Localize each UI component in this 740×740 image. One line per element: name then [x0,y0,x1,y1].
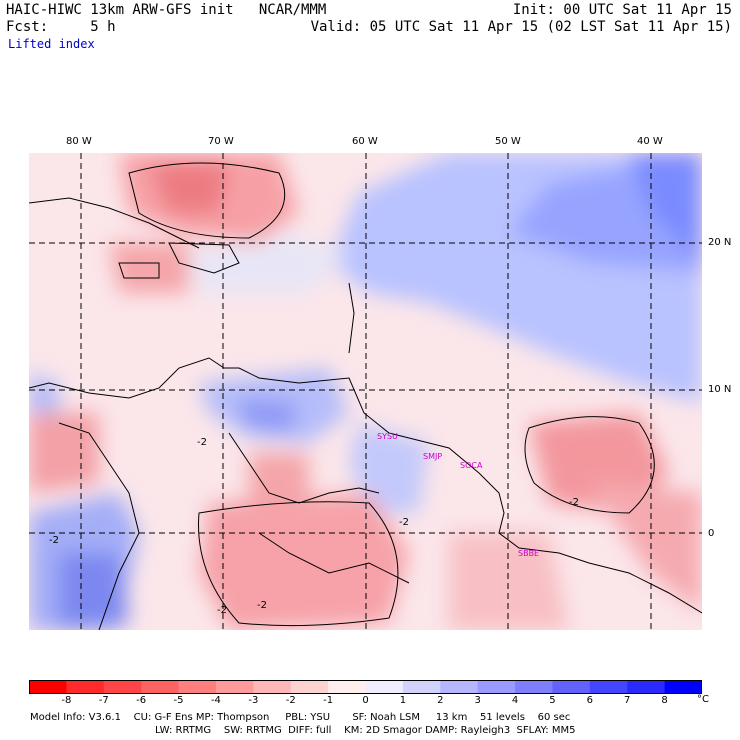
legend-swatch [103,680,142,694]
legend-swatch [402,680,441,694]
station-soca: SOCA [460,461,483,470]
legend-tick-label: -3 [248,695,259,706]
legend-tick-label: -2 [285,695,296,706]
lifted-index-map: -2 -2 -2 -2 -2 -2 [29,153,702,630]
station-smjp: SMJP [423,452,443,461]
contour-label: -2 [257,600,267,611]
legend-swatch [215,680,254,694]
legend-swatch [552,680,591,694]
contour-label: -2 [399,517,409,528]
legend-tick-label: 5 [549,695,556,706]
legend-tick-label: -4 [210,695,221,706]
contour-label-group: -2 -2 -2 -2 -2 -2 [49,437,579,616]
lon-label-70w: 70 W [208,136,234,147]
chart-title: HAIC-HIWC 13km ARW-GFS init NCAR/MMM [6,2,327,18]
lon-label-80w: 80 W [66,136,92,147]
lon-label-60w: 60 W [352,136,378,147]
legend-swatch [365,680,404,694]
model-info-line1: Model Info: V3.6.1 CU: G-F Ens MP: Thomp… [30,712,571,723]
legend-swatch [664,680,702,694]
legend-tick-label: -1 [323,695,334,706]
legend-unit: °C [697,694,709,705]
graticule [29,153,702,630]
lon-label-50w: 50 W [495,136,521,147]
legend-tick-label: -7 [98,695,109,706]
legend-swatch [290,680,329,694]
legend-tick-label: 4 [511,695,519,706]
lat-label-0: 0 [708,528,715,539]
legend-swatch [515,680,553,694]
legend-swatch [66,680,105,694]
contour-label: -2 [197,437,207,448]
valid-time: Valid: 05 UTC Sat 11 Apr 15 (02 LST Sat … [310,19,732,35]
legend-tick-label: -8 [61,695,72,706]
legend-swatch [29,680,67,694]
model-info-line2: LW: RRTMG SW: RRTMG DIFF: full KM: 2D Sm… [155,725,576,736]
legend-border [29,680,702,694]
legend-swatch [440,680,479,694]
contour-label: -2 [569,497,579,508]
legend-swatch [477,680,516,694]
station-sysu: SYSU [377,432,398,441]
legend-tick-label: 8 [661,695,668,706]
init-time: Init: 00 UTC Sat 11 Apr 15 [512,2,732,18]
forecast-hour: Fcst: 5 h [6,19,116,35]
legend-tick-label: 7 [624,695,631,706]
station-sbbe: SBBE [518,549,540,558]
legend-swatch [589,680,628,694]
legend-swatch [178,680,217,694]
legend-tick-label: 6 [586,695,594,706]
legend-swatch [627,680,666,694]
legend-swatch [253,680,292,694]
legend-tick-label: 2 [437,695,444,706]
lat-label-20n: 20 N [708,237,732,248]
contours [128,162,655,627]
contour-label: -2 [217,605,227,616]
field-name: Lifted index [8,37,95,51]
legend-tick-label: 3 [474,695,481,706]
lat-label-10n: 10 N [708,384,732,395]
legend-swatch [328,680,366,694]
coastlines [29,197,702,630]
contour-label: -2 [49,535,59,546]
legend-tick-label: 1 [399,695,407,706]
legend-tick-label: -5 [173,695,184,706]
legend-swatch [141,680,180,694]
lon-label-40w: 40 W [637,136,663,147]
legend-tick-label: -6 [136,695,147,706]
legend-colorbar [29,680,702,694]
legend-tick-label: 0 [362,695,369,706]
